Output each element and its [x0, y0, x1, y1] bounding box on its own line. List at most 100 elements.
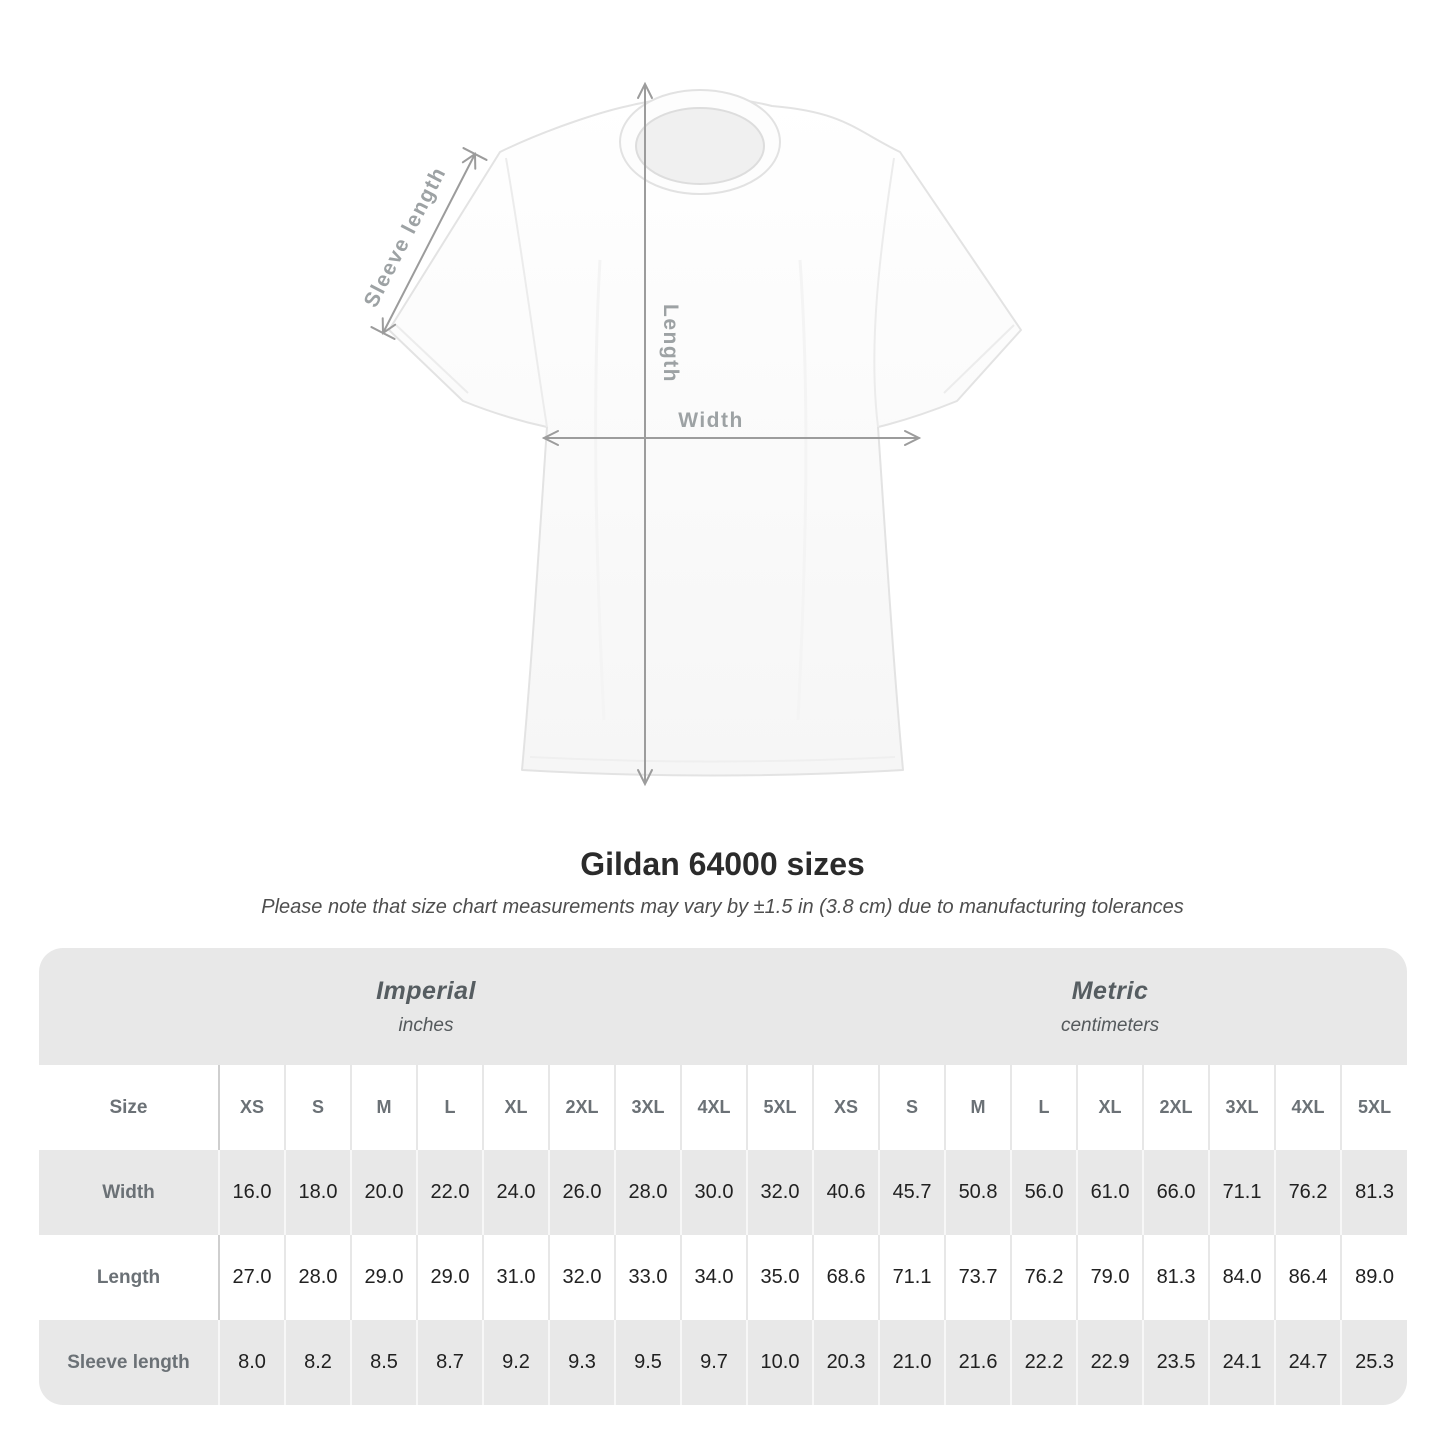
width-arrow	[541, 430, 922, 446]
tolerance-note: Please note that size chart measurements…	[261, 896, 1184, 918]
value-cell: 9.2	[482, 1320, 549, 1405]
value-cell: 28.0	[614, 1150, 681, 1235]
value-cell: 34.0	[680, 1235, 747, 1320]
value-cell: 24.7	[1274, 1320, 1342, 1405]
page-title: Gildan 64000 sizes	[580, 846, 865, 882]
size-col-header: 4XL	[680, 1065, 747, 1150]
value-cell: 32.0	[548, 1235, 615, 1320]
size-header-row: Size XS S M L XL 2XL 3XL 4XL 5XL XS S M L XL 2XL 3XL 4XL…	[39, 1065, 1407, 1150]
value-cell: 21.0	[878, 1320, 946, 1405]
value-cell: 27.0	[218, 1235, 285, 1320]
size-col-header: XS	[812, 1065, 880, 1150]
value-cell: 9.5	[614, 1320, 681, 1405]
size-col-header: 5XL	[745, 1065, 814, 1150]
tshirt-figure: Length Width Sleeve length	[330, 60, 1080, 830]
sleeve-length-arrow	[370, 147, 488, 340]
value-cell: 29.0	[416, 1235, 483, 1320]
size-col-header: 3XL	[1208, 1065, 1276, 1150]
value-cell: 20.3	[812, 1320, 880, 1405]
metric-unit-header: Metric centimeters	[813, 948, 1407, 1065]
size-col-header: M	[350, 1065, 417, 1150]
value-cell: 76.2	[1274, 1150, 1342, 1235]
value-cell: 25.3	[1340, 1320, 1407, 1405]
size-col-header: 4XL	[1274, 1065, 1342, 1150]
value-cell: 40.6	[812, 1150, 880, 1235]
value-cell: 81.3	[1142, 1235, 1210, 1320]
value-cell: 8.2	[284, 1320, 351, 1405]
size-col-header: 2XL	[1142, 1065, 1210, 1150]
length-annotation-label: Length	[659, 304, 682, 383]
value-cell: 61.0	[1076, 1150, 1144, 1235]
size-col-header: M	[944, 1065, 1012, 1150]
size-table-container: Imperial inches Metric centimeters Size …	[39, 948, 1407, 1405]
size-table: Imperial inches Metric centimeters Size …	[39, 948, 1407, 1405]
metric-label: Metric	[1071, 976, 1149, 1005]
length-row: Length 27.0 28.0 29.0 29.0 31.0 32.0 33.0 34.0 3…	[39, 1235, 1407, 1320]
value-cell: 9.7	[680, 1320, 747, 1405]
value-cell: 18.0	[284, 1150, 351, 1235]
size-col-header: XL	[482, 1065, 549, 1150]
value-cell: 22.2	[1010, 1320, 1078, 1405]
value-cell: 23.5	[1142, 1320, 1210, 1405]
imperial-label: Imperial	[376, 976, 476, 1005]
value-cell: 86.4	[1274, 1235, 1342, 1320]
size-col-header: 2XL	[548, 1065, 615, 1150]
value-cell: 20.0	[350, 1150, 417, 1235]
size-col-header: XL	[1076, 1065, 1144, 1150]
value-cell: 68.6	[812, 1235, 880, 1320]
value-cell: 50.8	[944, 1150, 1012, 1235]
size-col-header: XS	[218, 1065, 285, 1150]
value-cell: 10.0	[745, 1320, 814, 1405]
value-cell: 22.0	[416, 1150, 483, 1235]
row-label: Width	[102, 1181, 155, 1203]
value-cell: 45.7	[878, 1150, 946, 1235]
value-cell: 32.0	[745, 1150, 814, 1235]
value-cell: 24.0	[482, 1150, 549, 1235]
row-label: Length	[96, 1266, 161, 1288]
value-cell: 16.0	[218, 1150, 285, 1235]
value-cell: 81.3	[1340, 1150, 1407, 1235]
collar-opening	[635, 107, 765, 185]
value-cell: 24.1	[1208, 1320, 1276, 1405]
value-cell: 35.0	[745, 1235, 814, 1320]
value-cell: 9.3	[548, 1320, 615, 1405]
unit-header-row: Imperial inches Metric centimeters	[39, 948, 1407, 1065]
value-cell: 73.7	[944, 1235, 1012, 1320]
row-label: Sleeve length	[67, 1351, 190, 1373]
width-annotation-label: Width	[678, 409, 744, 432]
value-cell: 56.0	[1010, 1150, 1078, 1235]
value-cell: 71.1	[878, 1235, 946, 1320]
sleeve-length-row: Sleeve length 8.0 8.2 8.5 8.7 9.2 9.3 9.5 9.7 10…	[39, 1320, 1407, 1405]
width-row: Width 16.0 18.0 20.0 22.0 24.0 26.0 28.0 30.0 32…	[39, 1150, 1407, 1235]
value-cell: 8.7	[416, 1320, 483, 1405]
metric-sub-label: centimeters	[1060, 1014, 1160, 1036]
value-cell: 84.0	[1208, 1235, 1276, 1320]
value-cell: 31.0	[482, 1235, 549, 1320]
value-cell: 79.0	[1076, 1235, 1144, 1320]
value-cell: 30.0	[680, 1150, 747, 1235]
size-col-header: S	[878, 1065, 946, 1150]
value-cell: 8.0	[218, 1320, 285, 1405]
value-cell: 21.6	[944, 1320, 1012, 1405]
value-cell: 28.0	[284, 1235, 351, 1320]
tshirt-graphic: Length Width Sleeve length	[360, 81, 1022, 787]
value-cell: 26.0	[548, 1150, 615, 1235]
value-cell: 89.0	[1340, 1235, 1407, 1320]
value-cell: 29.0	[350, 1235, 417, 1320]
size-col-header: 3XL	[614, 1065, 681, 1150]
imperial-unit-header: Imperial inches	[39, 948, 813, 1065]
value-cell: 76.2	[1010, 1235, 1078, 1320]
imperial-sub-label: inches	[398, 1014, 454, 1036]
size-col-header: L	[416, 1065, 483, 1150]
size-col-header: 5XL	[1340, 1065, 1407, 1150]
length-arrow	[637, 81, 653, 787]
size-header-label: Size	[109, 1096, 148, 1118]
value-cell: 22.9	[1076, 1320, 1144, 1405]
tshirt-shape	[388, 89, 1022, 777]
value-cell: 33.0	[614, 1235, 681, 1320]
size-col-header: S	[284, 1065, 351, 1150]
value-cell: 71.1	[1208, 1150, 1276, 1235]
value-cell: 66.0	[1142, 1150, 1210, 1235]
value-cell: 8.5	[350, 1320, 417, 1405]
